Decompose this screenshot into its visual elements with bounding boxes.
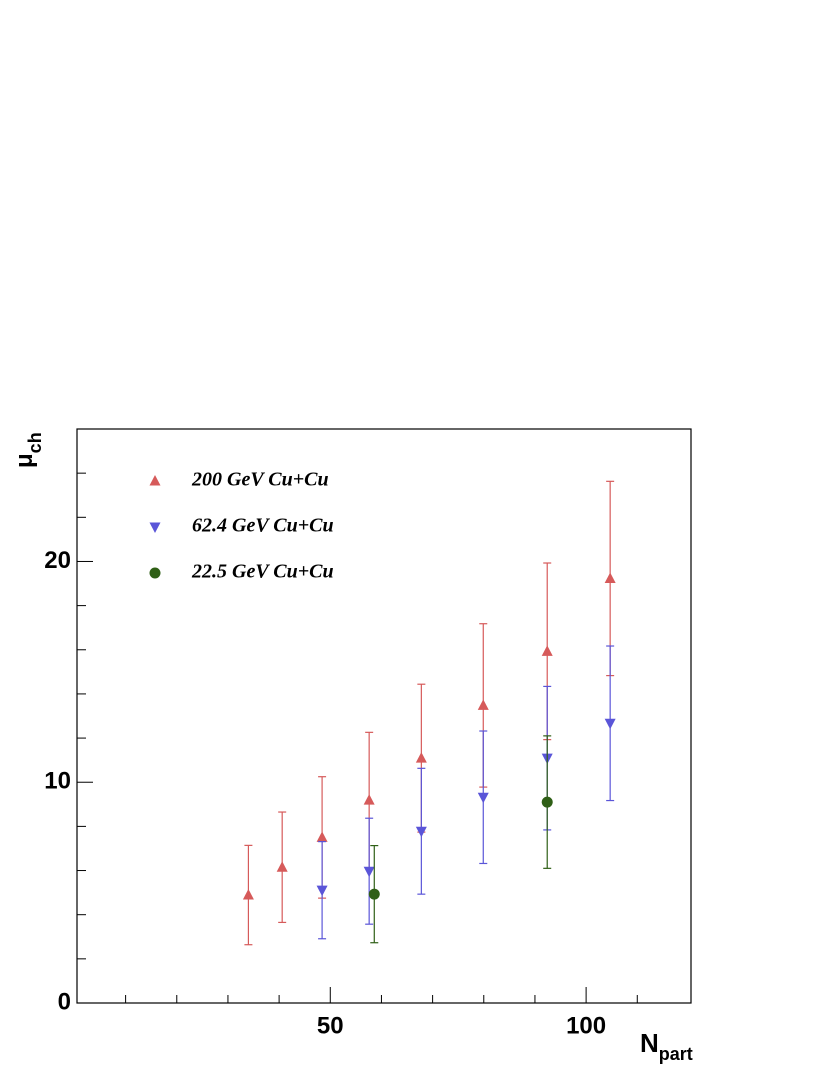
legend-marker: [149, 475, 161, 486]
legend-marker: [149, 567, 161, 579]
x-label-sub: part: [659, 1044, 693, 1064]
data-point: [415, 752, 427, 763]
legend-marker: [149, 522, 161, 533]
data-point: [541, 796, 553, 808]
data-point: [276, 861, 288, 872]
legend-label: 200 GeV Cu+Cu: [191, 469, 329, 491]
data-point: [363, 866, 375, 878]
x-tick-label: 50: [317, 1012, 344, 1039]
data-point: [541, 645, 553, 656]
data-point: [415, 826, 427, 838]
x-axis-label: Npart: [640, 1028, 693, 1064]
y-axis-label: μch: [11, 432, 44, 468]
data-point: [477, 792, 489, 804]
y-tick-label: 0: [58, 988, 71, 1015]
data-point: [316, 885, 328, 897]
legend-label: 62.4 GeV Cu+Cu: [192, 515, 334, 537]
y-tick-label: 20: [44, 547, 71, 574]
y-label-main: μ: [11, 453, 38, 468]
data-point: [477, 699, 489, 710]
legend-label: 22.5 GeV Cu+Cu: [191, 561, 334, 583]
data-point: [316, 831, 328, 842]
data-point: [363, 794, 375, 805]
data-point: [242, 889, 254, 900]
y-label-sub: ch: [25, 432, 45, 453]
y-tick-label: 10: [44, 768, 71, 795]
x-label-main: N: [640, 1028, 659, 1058]
plot-frame: [76, 428, 692, 1004]
x-tick-label: 100: [566, 1012, 606, 1039]
data-point: [368, 888, 380, 900]
data-point: [604, 718, 616, 730]
data-point: [604, 572, 616, 583]
